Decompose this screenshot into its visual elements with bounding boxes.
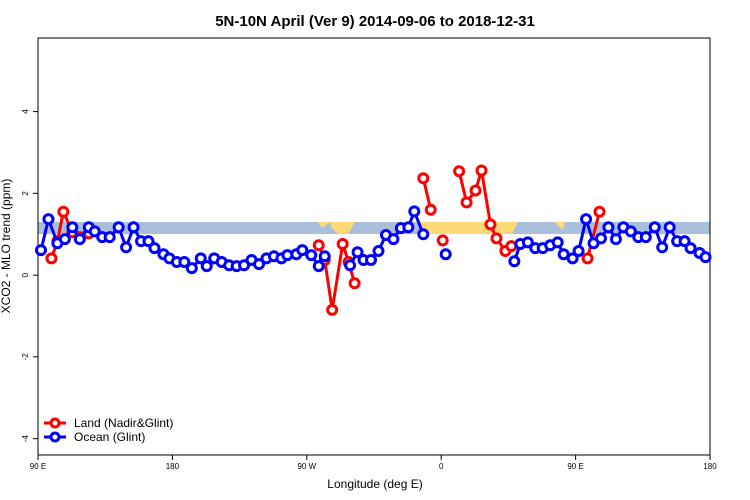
data-point — [408, 205, 421, 218]
x-tick-label: 180 — [703, 462, 717, 471]
data-point — [417, 228, 430, 241]
data-point — [609, 233, 622, 246]
data-point — [684, 242, 697, 255]
data-point — [372, 244, 385, 257]
y-axis-label: XCO2 - MLO trend (ppm) — [0, 179, 13, 314]
data-point — [73, 233, 86, 246]
x-tick-label: 90 W — [297, 462, 316, 471]
data-point — [648, 221, 661, 234]
data-point — [365, 253, 378, 266]
data-point — [424, 203, 437, 216]
data-point — [120, 241, 133, 254]
legend-label: Land (Nadir&Glint) — [74, 416, 173, 430]
x-tick-label: 90 E — [567, 462, 583, 471]
data-point — [602, 221, 615, 234]
data-point — [178, 256, 191, 269]
data-point — [387, 233, 400, 246]
legend-marker — [49, 431, 61, 443]
data-point — [200, 260, 213, 273]
y-tick-label: 4 — [21, 109, 30, 114]
data-point — [34, 244, 47, 257]
data-point — [148, 242, 161, 255]
reference-band — [38, 222, 710, 234]
data-point — [336, 238, 349, 251]
data-point — [312, 239, 325, 252]
data-point — [460, 196, 473, 209]
x-axis-label: Longitude (deg E) — [327, 477, 422, 491]
data-point — [508, 255, 521, 268]
data-point — [557, 248, 570, 261]
data-point — [57, 205, 70, 218]
x-tick-label: 0 — [439, 462, 444, 471]
data-point — [305, 249, 318, 262]
data-point — [58, 233, 71, 246]
data-point — [656, 241, 669, 254]
data-point — [42, 213, 55, 226]
data-point — [318, 250, 331, 263]
data-point — [103, 231, 116, 244]
data-point — [253, 258, 266, 271]
data-point — [312, 260, 325, 273]
data-point — [112, 221, 125, 234]
series-line — [586, 211, 601, 259]
data-point — [127, 221, 140, 234]
data-point — [624, 225, 637, 238]
chart-title: 5N-10N April (Ver 9) 2014-09-06 to 2018-… — [215, 13, 535, 30]
data-point — [594, 232, 607, 245]
data-point — [490, 232, 503, 245]
x-tick-label: 90 E — [30, 462, 46, 471]
x-tick-label: 180 — [166, 462, 180, 471]
data-point — [484, 218, 497, 231]
y-tick-label: 0 — [21, 272, 30, 277]
data-point — [66, 221, 79, 234]
series-line — [457, 170, 513, 254]
data-point — [344, 259, 357, 272]
data-point — [402, 221, 415, 234]
y-tick-label: -4 — [21, 435, 30, 443]
data-point — [566, 252, 579, 265]
data-point — [581, 252, 594, 265]
data-point — [580, 213, 593, 226]
data-point — [348, 277, 361, 290]
data-point — [45, 252, 58, 265]
data-point — [475, 164, 488, 177]
data-point — [436, 234, 449, 247]
data-point — [326, 303, 339, 316]
data-point — [185, 262, 198, 275]
data-point — [551, 236, 564, 249]
data-point — [699, 251, 712, 264]
data-point — [238, 259, 251, 272]
data-point — [439, 248, 452, 261]
legend-label: Ocean (Glint) — [74, 430, 145, 444]
data-point — [88, 225, 101, 238]
y-tick-label: -2 — [21, 353, 30, 361]
legend-marker — [49, 417, 61, 429]
y-tick-label: 2 — [21, 191, 30, 196]
data-point — [663, 221, 676, 234]
data-point — [351, 246, 364, 259]
data-point — [639, 231, 652, 244]
data-point — [296, 244, 309, 257]
data-point — [521, 236, 534, 249]
data-point — [194, 252, 207, 265]
data-point — [593, 205, 606, 218]
data-point — [469, 184, 482, 197]
data-point — [417, 172, 430, 185]
data-point — [572, 244, 585, 257]
data-point — [453, 165, 466, 178]
